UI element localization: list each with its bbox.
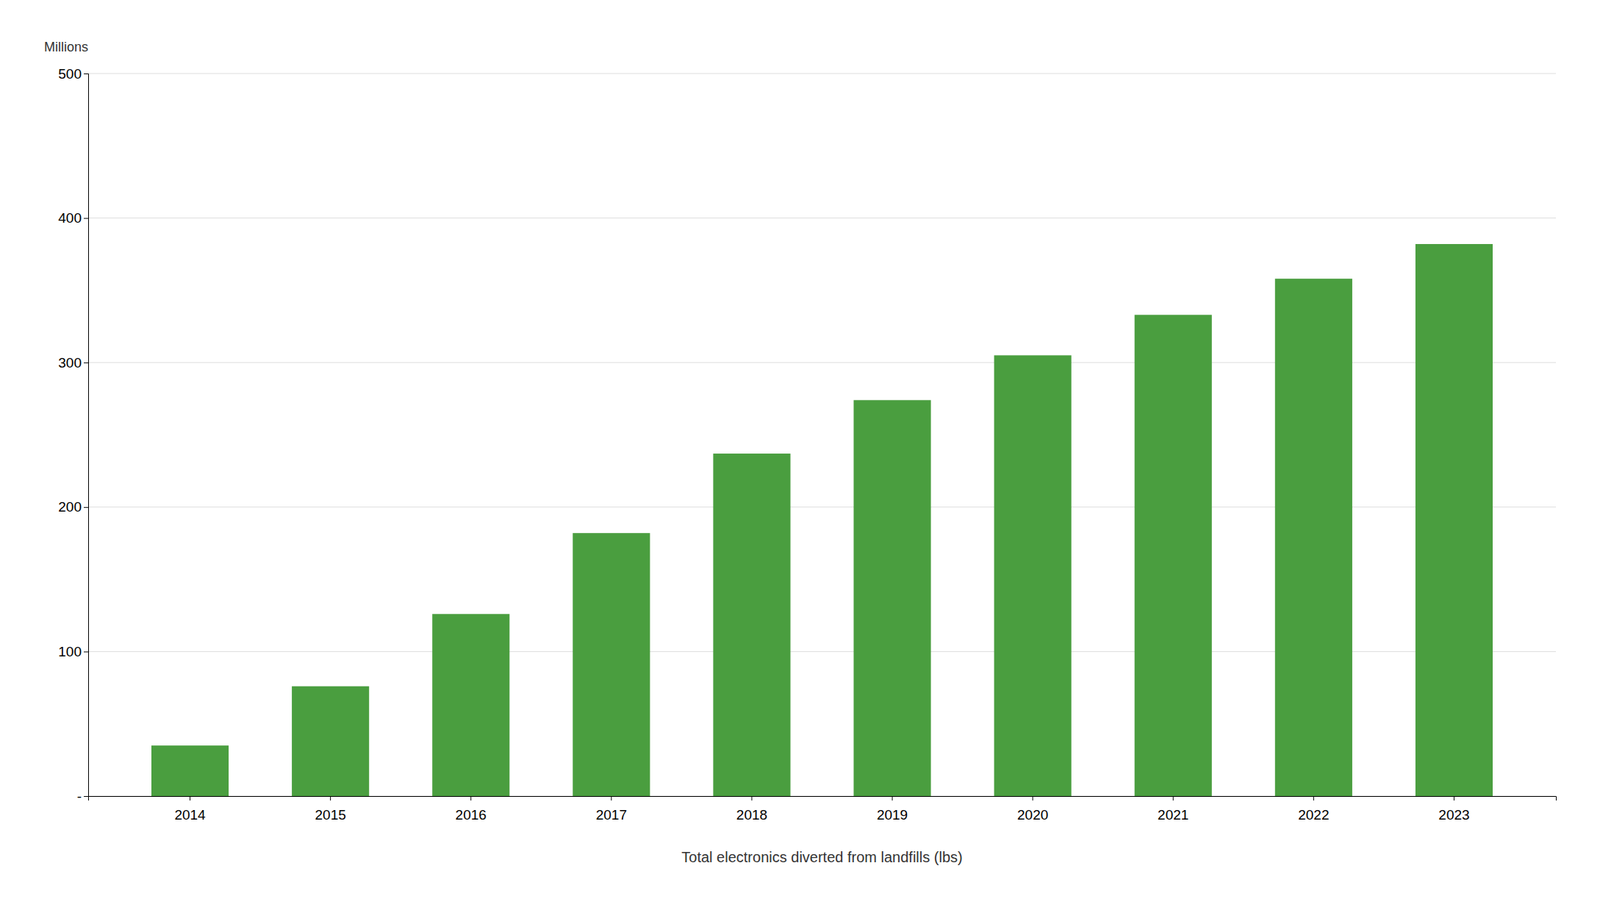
tick-label: 200 [58,499,82,515]
tick-label: 2015 [315,806,347,823]
bar [853,399,931,796]
tick-label: 300 [58,354,82,371]
tick-label: 2021 [1157,806,1189,823]
plot: - 100 200 300 400 500 2014 2015 2016 2017 2018 2019… [44,39,1557,866]
tick-mark [470,795,472,801]
tick-mark [83,73,89,75]
bar [291,686,369,796]
tick-mark [189,795,191,801]
bar [1415,244,1493,796]
tick-mark [329,795,331,801]
tick-mark [1032,795,1034,801]
bar [1134,314,1212,796]
tick-label: 500 [58,66,82,82]
tick: - [77,788,89,805]
tick-mark [83,362,89,364]
tick-mark [83,795,89,797]
grid-line [88,73,1556,75]
bar [712,453,791,796]
tick-mark [83,507,89,508]
tick: 200 [58,499,89,515]
bars [151,244,1493,796]
y-axis-label: Millions [44,39,89,55]
tick: 2016 [455,795,487,823]
y-axis: - 100 200 300 400 500 [58,66,89,805]
tick: 500 [58,66,89,82]
tick: 2023 [1438,795,1470,823]
tick-label: 2016 [455,806,487,823]
tick-mark [1313,795,1315,801]
tick-label: 2017 [596,806,627,823]
x-axis: 2014 2015 2016 2017 2018 2019 2020 2021 2022 2023 [88,795,1557,823]
tick: 2022 [1297,795,1329,823]
tick-mark [610,795,612,801]
chart: - 100 200 300 400 500 2014 2015 2016 2017 2018 2019… [0,0,1600,899]
tick-mark [1172,795,1174,801]
tick-label: - [77,788,82,805]
bar [994,354,1072,796]
tick: 2018 [736,795,768,823]
axis-line [88,796,1557,802]
tick: 2015 [315,795,347,823]
tick: 2019 [876,795,908,823]
tick-mark [83,218,89,220]
tick-label: 2019 [876,806,908,823]
tick-mark [892,795,893,801]
tick: 2020 [1017,795,1049,823]
bar [151,745,229,796]
bar [432,613,510,796]
tick-mark [1453,795,1455,801]
bar [1275,278,1353,796]
tick-label: 100 [58,643,82,660]
tick-label: 400 [58,210,82,226]
tick-label: 2022 [1297,806,1329,823]
tick-label: 2014 [174,806,206,823]
tick-label: 2020 [1017,806,1049,823]
tick-label: 2023 [1438,806,1470,823]
tick: 2021 [1157,795,1189,823]
tick-label: 2018 [736,806,768,823]
tick: 2017 [596,795,627,823]
tick-mark [751,795,752,801]
tick: 300 [58,354,89,371]
axis-line [83,74,89,797]
tick-mark [83,651,89,652]
grid-line [88,217,1556,219]
tick: 400 [58,210,89,226]
tick: 2014 [174,795,206,823]
tick: 100 [58,643,89,660]
grid [88,73,1556,796]
x-axis-label: Total electronics diverted from landfill… [681,848,963,866]
bar [572,532,650,796]
